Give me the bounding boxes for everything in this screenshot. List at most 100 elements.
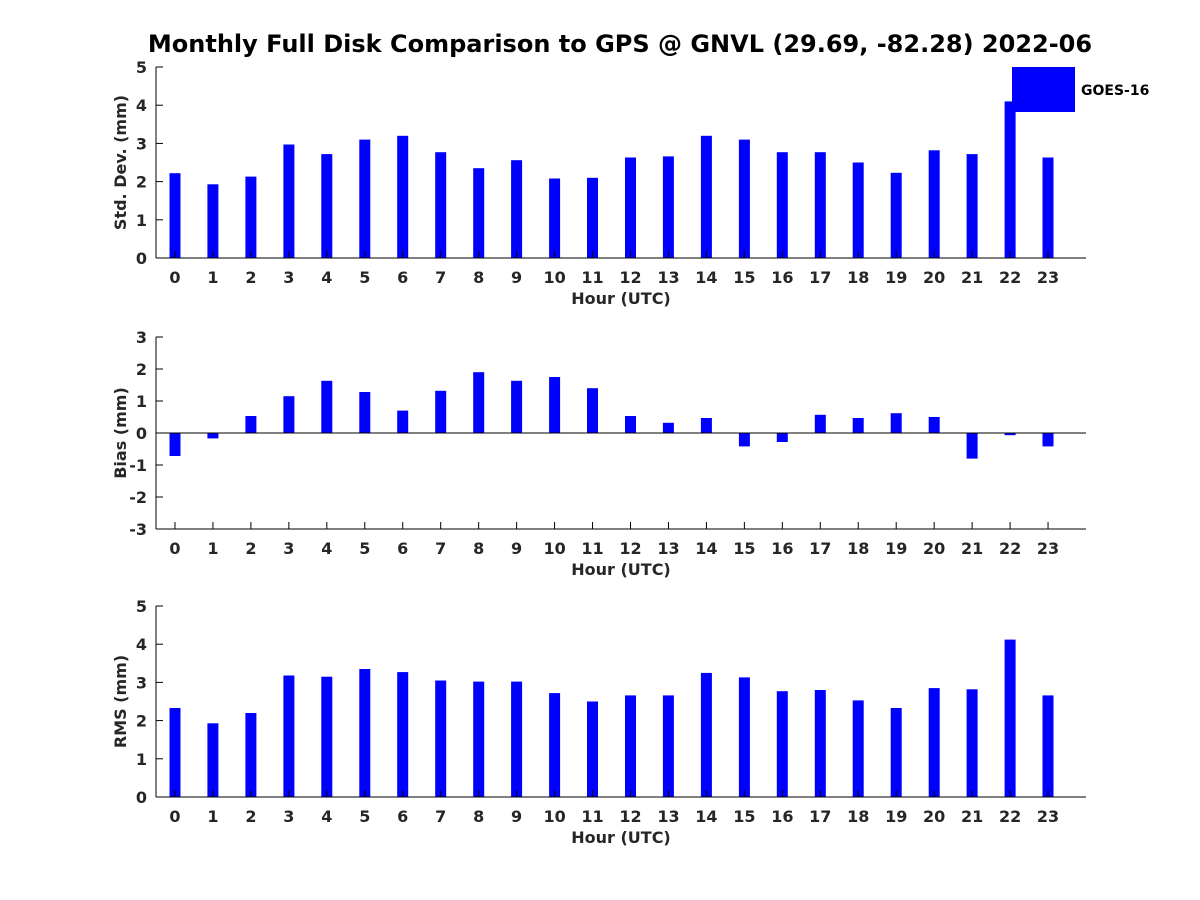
x-tick-label: 18	[847, 539, 869, 558]
legend: GOES-16	[1012, 67, 1149, 112]
x-tick-label: 9	[511, 268, 522, 287]
bar-19	[890, 172, 902, 258]
y-tick-label: 4	[136, 635, 147, 654]
bar-12	[625, 695, 636, 797]
y-axis-label: Bias (mm)	[111, 387, 130, 479]
x-tick-label: 1	[207, 268, 218, 287]
x-tick-label: 0	[169, 807, 180, 826]
legend-swatch	[1012, 67, 1075, 112]
bar-9	[511, 681, 523, 797]
x-tick-label: 10	[543, 539, 565, 558]
bar-14	[700, 135, 712, 258]
bar-2	[245, 176, 257, 258]
bar-10	[549, 178, 561, 258]
x-tick-label: 0	[169, 539, 180, 558]
y-axis-label: Std. Dev. (mm)	[111, 95, 130, 230]
bar-23	[1042, 433, 1054, 447]
bar-20	[928, 150, 940, 258]
y-tick-label: -3	[129, 520, 147, 539]
bar-19	[890, 708, 902, 797]
x-tick-label: 2	[245, 807, 256, 826]
bar-10	[549, 693, 561, 797]
bar-18	[852, 162, 864, 258]
x-tick-label: 7	[435, 807, 446, 826]
x-tick-label: 12	[619, 807, 641, 826]
x-tick-label: 1	[207, 807, 218, 826]
x-tick-label: 3	[283, 807, 294, 826]
x-tick-label: 21	[961, 268, 983, 287]
x-tick-label: 8	[473, 268, 484, 287]
x-tick-label: 8	[473, 539, 484, 558]
x-tick-label: 22	[999, 268, 1021, 287]
bar-6	[397, 135, 409, 258]
y-tick-label: 3	[136, 673, 147, 692]
x-tick-label: 9	[511, 539, 522, 558]
bar-4	[321, 676, 333, 797]
bar-11	[587, 388, 598, 433]
x-tick-label: 18	[847, 807, 869, 826]
x-tick-label: 17	[809, 268, 831, 287]
x-axis-label: Hour (UTC)	[571, 560, 671, 579]
bar-21	[966, 433, 978, 459]
x-tick-label: 16	[771, 539, 793, 558]
x-tick-label: 17	[809, 807, 831, 826]
x-tick-label: 11	[581, 539, 603, 558]
bar-2	[245, 416, 257, 433]
x-tick-label: 10	[543, 807, 565, 826]
x-tick-label: 19	[885, 539, 907, 558]
bar-3	[283, 144, 295, 258]
x-tick-label: 18	[847, 268, 869, 287]
bar-13	[662, 422, 674, 433]
bar-8	[473, 168, 485, 258]
bar-8	[473, 681, 485, 797]
bar-23	[1042, 157, 1054, 258]
y-tick-label: 0	[136, 249, 147, 268]
x-tick-label: 21	[961, 539, 983, 558]
bar-7	[435, 152, 447, 258]
x-tick-label: 20	[923, 807, 945, 826]
bar-16	[776, 152, 788, 258]
bar-9	[511, 380, 523, 433]
bar-20	[928, 417, 940, 433]
x-tick-label: 22	[999, 539, 1021, 558]
x-tick-label: 16	[771, 807, 793, 826]
x-tick-label: 19	[885, 807, 907, 826]
y-tick-label: 0	[136, 424, 147, 443]
bar-0	[169, 708, 181, 797]
bar-19	[890, 413, 902, 433]
x-tick-label: 23	[1037, 807, 1059, 826]
bar-16	[776, 691, 788, 797]
x-tick-label: 4	[321, 268, 332, 287]
x-tick-label: 14	[695, 539, 717, 558]
bar-6	[397, 672, 409, 797]
bar-14	[700, 418, 712, 433]
y-tick-label: 2	[136, 712, 147, 731]
x-tick-label: 15	[733, 268, 755, 287]
x-tick-label: 4	[321, 539, 332, 558]
x-axis-label: Hour (UTC)	[571, 289, 671, 308]
bar-13	[662, 695, 674, 797]
bar-11	[587, 701, 598, 797]
bar-17	[814, 414, 826, 433]
bar-15	[738, 139, 750, 258]
bar-7	[435, 680, 447, 797]
bar-6	[397, 410, 409, 433]
x-tick-label: 4	[321, 807, 332, 826]
bar-15	[738, 677, 750, 797]
x-tick-label: 15	[733, 807, 755, 826]
y-tick-label: 1	[136, 211, 147, 230]
y-tick-label: 2	[136, 360, 147, 379]
x-tick-label: 5	[359, 268, 370, 287]
x-tick-label: 12	[619, 539, 641, 558]
y-tick-label: 1	[136, 392, 147, 411]
x-tick-label: 1	[207, 539, 218, 558]
legend-label: GOES-16	[1081, 83, 1149, 99]
bar-17	[814, 690, 826, 797]
chart-title: Monthly Full Disk Comparison to GPS @ GN…	[147, 30, 1093, 58]
bar-10	[549, 377, 561, 433]
x-tick-label: 3	[283, 268, 294, 287]
bar-16	[776, 433, 788, 442]
bar-9	[511, 160, 523, 258]
